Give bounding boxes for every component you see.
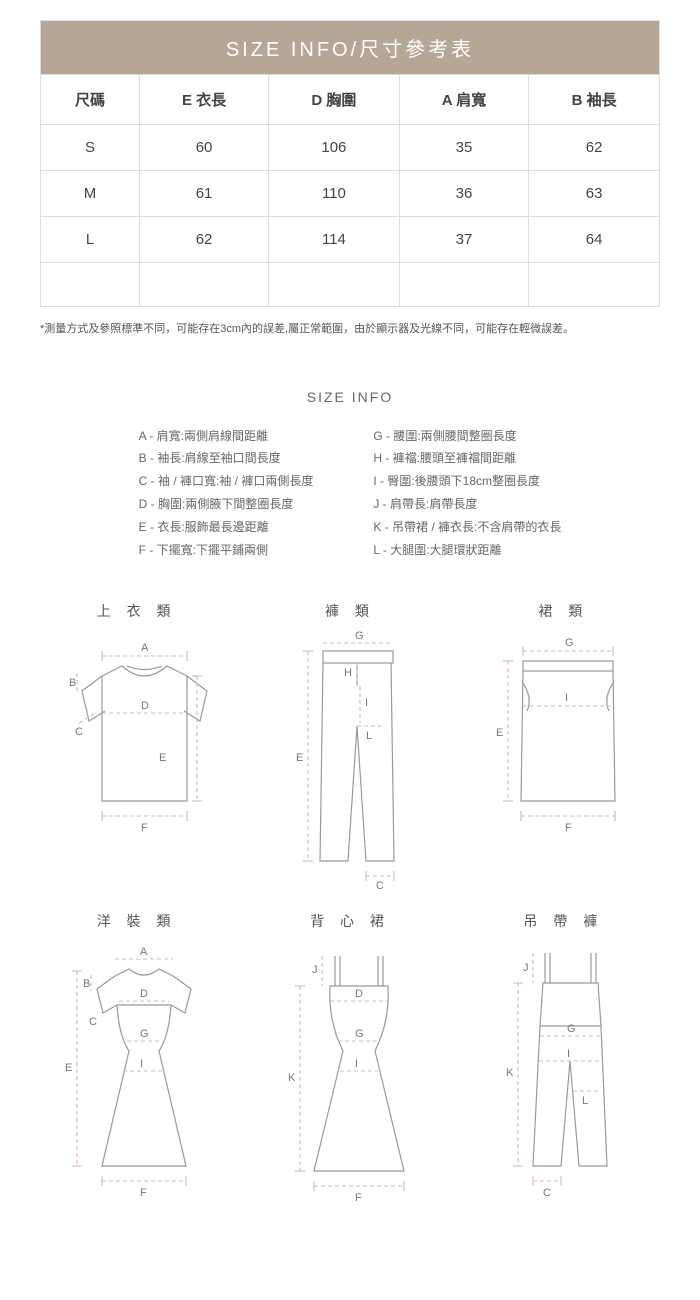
diagram-camisole: 背 心 裙 J D G I: [253, 911, 446, 1211]
col-header: 尺碼: [41, 75, 140, 125]
svg-text:I: I: [365, 697, 368, 709]
definitions-left: A - 肩寬:兩側肩線間距離 B - 袖長:肩線至袖口間長度 C - 袖 / 褲…: [139, 425, 314, 562]
def-item: E - 衣長:服飾最長邊距離: [139, 516, 314, 539]
svg-text:C: C: [376, 880, 384, 891]
def-item: G - 腰圍:兩側腰間整圈長度: [373, 425, 561, 448]
svg-text:D: D: [140, 988, 148, 1000]
svg-text:C: C: [543, 1187, 551, 1199]
def-item: I - 臀圍:後腰頭下18cm整圈長度: [373, 470, 561, 493]
table-header-row: 尺碼 E 衣長 D 胸圍 A 肩寬 B 袖長: [41, 75, 660, 125]
def-item: J - 肩帶長:肩帶長度: [373, 493, 561, 516]
definitions: A - 肩寬:兩側肩線間距離 B - 袖長:肩線至袖口間長度 C - 袖 / 褲…: [40, 425, 660, 562]
svg-text:L: L: [582, 1095, 588, 1107]
diagram-label: 洋 裝 類: [97, 911, 177, 931]
diagram-label: 裙 類: [538, 601, 588, 621]
cell: 36: [399, 171, 529, 217]
cell: 60: [140, 125, 269, 171]
svg-text:F: F: [140, 1187, 147, 1199]
def-item: D - 胸圍:兩側腋下間整圈長度: [139, 493, 314, 516]
cell: 35: [399, 125, 529, 171]
col-header: E 衣長: [140, 75, 269, 125]
diagram-label: 上 衣 類: [97, 601, 177, 621]
skirt-icon: G I E F: [473, 631, 653, 851]
svg-text:I: I: [140, 1058, 143, 1070]
col-header: B 袖長: [529, 75, 660, 125]
svg-text:A: A: [141, 642, 149, 654]
svg-text:G: G: [565, 637, 574, 649]
svg-text:G: G: [355, 631, 364, 642]
cell: 110: [269, 171, 400, 217]
svg-text:G: G: [567, 1023, 576, 1035]
table-row: M 61 110 36 63: [41, 171, 660, 217]
svg-text:C: C: [75, 726, 83, 738]
svg-text:F: F: [565, 822, 572, 834]
col-header: D 胸圍: [269, 75, 400, 125]
svg-text:J: J: [523, 962, 529, 974]
diagram-label: 吊 帶 褲: [523, 911, 603, 931]
cell: S: [41, 125, 140, 171]
svg-text:B: B: [83, 978, 90, 990]
diagram-top: 上 衣 類 A B C: [40, 601, 233, 891]
size-table: SIZE INFO/尺寸參考表 尺碼 E 衣長 D 胸圍 A 肩寬 B 袖長 S…: [40, 20, 660, 307]
svg-text:F: F: [355, 1192, 362, 1204]
def-item: H - 褲襠:腰頭至褲襠間距離: [373, 447, 561, 470]
table-row: S 60 106 35 62: [41, 125, 660, 171]
diagram-dress: 洋 裝 類 A B C D G: [40, 911, 233, 1211]
def-item: K - 吊帶裙 / 褲衣長:不含肩帶的衣長: [373, 516, 561, 539]
svg-text:E: E: [296, 752, 303, 764]
dress-icon: A B C D G I E: [47, 941, 227, 1211]
svg-text:G: G: [355, 1028, 364, 1040]
svg-text:E: E: [65, 1062, 72, 1074]
table-row: L 62 114 37 64: [41, 217, 660, 263]
svg-text:B: B: [69, 677, 76, 689]
svg-text:F: F: [141, 822, 148, 834]
pants-icon: G H I L E C: [260, 631, 440, 891]
cell: 37: [399, 217, 529, 263]
svg-text:I: I: [567, 1048, 570, 1060]
cell: 62: [529, 125, 660, 171]
diagram-overalls: 吊 帶 褲 J G I: [467, 911, 660, 1211]
svg-text:D: D: [141, 700, 149, 712]
svg-text:K: K: [506, 1067, 514, 1079]
cell: 114: [269, 217, 400, 263]
diagram-label: 背 心 裙: [310, 911, 390, 931]
diagram-skirt: 裙 類 G I E: [467, 601, 660, 891]
cell: 106: [269, 125, 400, 171]
size-info-title: SIZE INFO: [40, 389, 660, 405]
cell: L: [41, 217, 140, 263]
def-item: F - 下擺寬:下擺平鋪兩側: [139, 539, 314, 562]
diagram-pants: 褲 類 G H I L E: [253, 601, 446, 891]
svg-text:I: I: [355, 1058, 358, 1070]
svg-text:I: I: [565, 692, 568, 704]
camisole-icon: J D G I K F: [260, 941, 440, 1211]
diagram-grid: 上 衣 類 A B C: [40, 601, 660, 1211]
def-item: A - 肩寬:兩側肩線間距離: [139, 425, 314, 448]
svg-text:A: A: [140, 946, 148, 958]
cell: 62: [140, 217, 269, 263]
shirt-icon: A B C D E F: [47, 631, 227, 851]
svg-text:D: D: [355, 988, 363, 1000]
cell: 61: [140, 171, 269, 217]
svg-text:J: J: [312, 964, 318, 976]
def-item: C - 袖 / 褲口寬:袖 / 褲口兩側長度: [139, 470, 314, 493]
measurement-note: *測量方式及參照標準不同，可能存在3cm內的誤差,屬正常範圍，由於顯示器及光線不…: [40, 321, 660, 339]
svg-text:E: E: [496, 727, 503, 739]
svg-text:H: H: [344, 667, 352, 679]
cell: 64: [529, 217, 660, 263]
svg-text:L: L: [366, 730, 372, 742]
svg-text:G: G: [140, 1028, 149, 1040]
table-row-empty: [41, 263, 660, 307]
table-title: SIZE INFO/尺寸參考表: [41, 21, 660, 75]
cell: 63: [529, 171, 660, 217]
overalls-icon: J G I L K C: [473, 941, 653, 1211]
def-item: L - 大腿圍:大腿環狀距離: [373, 539, 561, 562]
svg-text:E: E: [159, 752, 166, 764]
cell: M: [41, 171, 140, 217]
definitions-right: G - 腰圍:兩側腰間整圈長度 H - 褲襠:腰頭至褲襠間距離 I - 臀圍:後…: [373, 425, 561, 562]
svg-text:C: C: [89, 1016, 97, 1028]
def-item: B - 袖長:肩線至袖口間長度: [139, 447, 314, 470]
svg-text:K: K: [288, 1072, 296, 1084]
diagram-label: 褲 類: [325, 601, 375, 621]
col-header: A 肩寬: [399, 75, 529, 125]
